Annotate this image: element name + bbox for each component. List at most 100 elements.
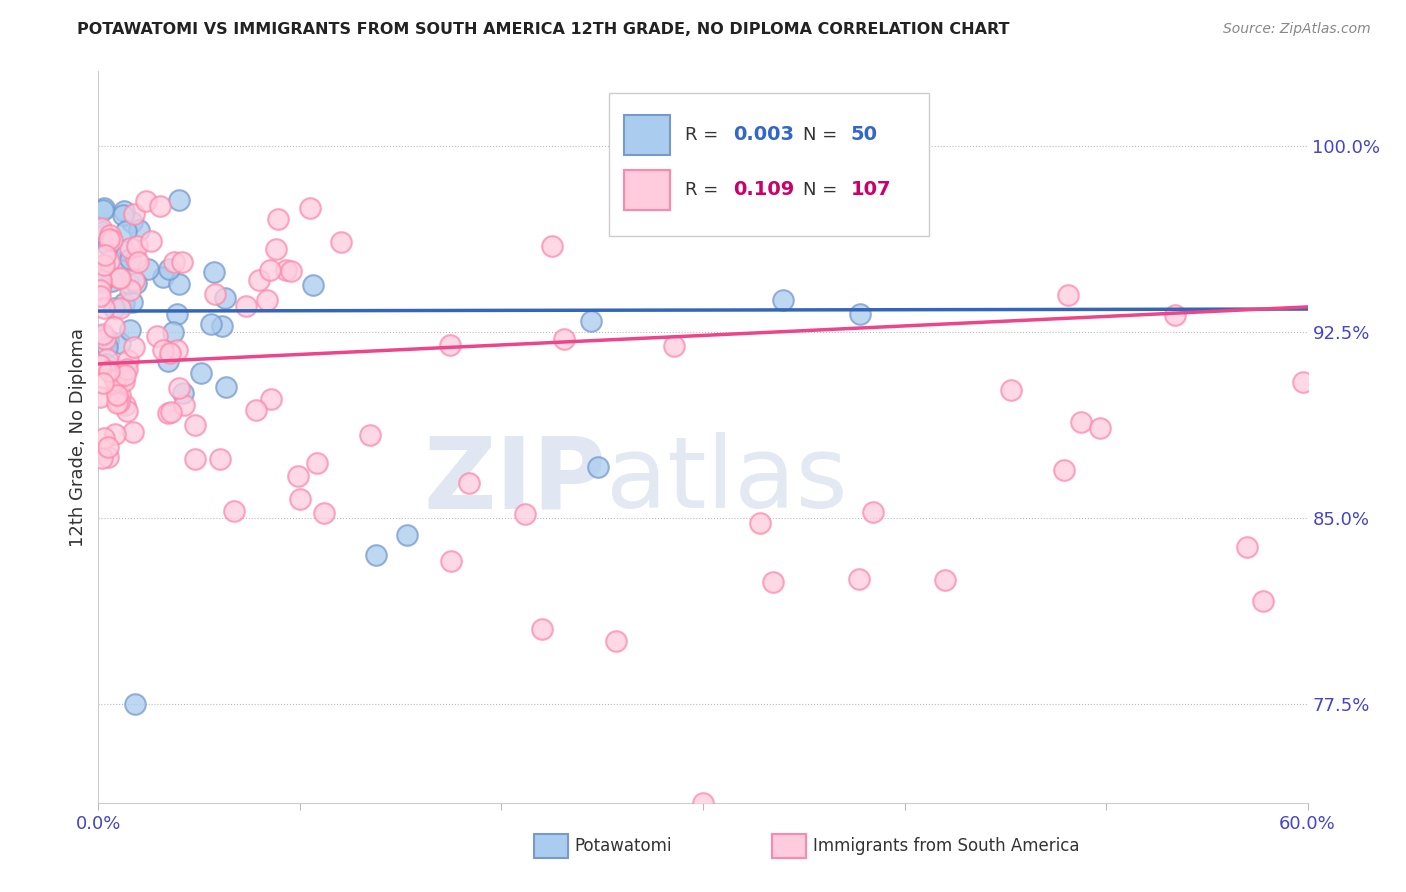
Point bbox=[364, 548, 387, 562]
Point bbox=[149, 199, 172, 213]
Point bbox=[605, 634, 627, 648]
Text: N =: N = bbox=[803, 181, 844, 199]
Point bbox=[90, 221, 112, 235]
Point bbox=[118, 283, 141, 297]
Point bbox=[93, 431, 115, 445]
Point bbox=[211, 319, 233, 334]
Point bbox=[105, 384, 128, 398]
Point bbox=[259, 392, 281, 407]
Point bbox=[1236, 541, 1258, 555]
Point bbox=[209, 451, 232, 466]
Point bbox=[117, 353, 139, 368]
Point bbox=[152, 269, 174, 284]
Point bbox=[540, 238, 562, 252]
Point bbox=[440, 553, 463, 567]
Point bbox=[110, 335, 132, 350]
Point bbox=[157, 405, 180, 419]
Point bbox=[396, 528, 419, 542]
Point bbox=[134, 194, 156, 209]
Point bbox=[184, 452, 207, 467]
Point bbox=[112, 374, 135, 388]
Point bbox=[235, 299, 257, 313]
Point bbox=[305, 456, 328, 470]
Point bbox=[96, 340, 118, 354]
Point bbox=[173, 398, 195, 412]
Point bbox=[167, 277, 190, 291]
Point bbox=[114, 224, 136, 238]
Point bbox=[104, 373, 127, 387]
Point bbox=[215, 380, 238, 394]
Point bbox=[110, 270, 132, 285]
Point bbox=[101, 233, 124, 247]
Point bbox=[101, 275, 124, 289]
FancyBboxPatch shape bbox=[534, 834, 568, 858]
Point bbox=[91, 203, 114, 218]
Point bbox=[167, 381, 190, 395]
Point bbox=[439, 338, 461, 352]
Point bbox=[94, 332, 117, 346]
Point bbox=[94, 248, 117, 262]
Point bbox=[170, 254, 193, 268]
Point bbox=[222, 504, 245, 518]
Point bbox=[692, 796, 714, 810]
Y-axis label: 12th Grade, No Diploma: 12th Grade, No Diploma bbox=[69, 327, 87, 547]
FancyBboxPatch shape bbox=[624, 170, 671, 211]
Point bbox=[160, 405, 183, 419]
Point bbox=[112, 208, 135, 222]
Point bbox=[90, 276, 112, 290]
Point bbox=[662, 338, 685, 352]
Point bbox=[90, 451, 112, 466]
Text: R =: R = bbox=[685, 126, 724, 144]
Text: 50: 50 bbox=[851, 126, 877, 145]
Point bbox=[302, 277, 325, 292]
Point bbox=[190, 367, 212, 381]
Point bbox=[1251, 594, 1274, 608]
Point bbox=[287, 468, 309, 483]
Point bbox=[121, 295, 143, 310]
Point bbox=[125, 276, 148, 290]
Point bbox=[772, 293, 794, 307]
Point bbox=[122, 425, 145, 439]
Point bbox=[172, 385, 194, 400]
Point bbox=[146, 329, 169, 343]
Point bbox=[91, 225, 114, 239]
Point bbox=[166, 343, 188, 358]
Point bbox=[848, 572, 870, 586]
Point bbox=[267, 212, 290, 227]
Point bbox=[136, 262, 159, 277]
Point bbox=[749, 516, 772, 531]
Point bbox=[97, 232, 120, 246]
Point bbox=[97, 238, 120, 252]
Point bbox=[141, 234, 163, 248]
Point bbox=[118, 276, 141, 290]
Text: Source: ZipAtlas.com: Source: ZipAtlas.com bbox=[1223, 22, 1371, 37]
Point bbox=[94, 357, 117, 371]
Point bbox=[96, 352, 118, 367]
Point bbox=[108, 388, 131, 402]
Point bbox=[167, 193, 190, 207]
Point bbox=[288, 491, 311, 506]
Text: Potawatomi: Potawatomi bbox=[575, 837, 672, 855]
Text: R =: R = bbox=[685, 181, 724, 199]
Point bbox=[93, 201, 115, 215]
Point bbox=[1070, 415, 1092, 429]
Point bbox=[162, 325, 184, 339]
Point bbox=[124, 697, 146, 711]
Point bbox=[103, 320, 125, 334]
Point bbox=[107, 256, 129, 270]
Point bbox=[115, 361, 138, 376]
Point bbox=[1090, 420, 1112, 434]
Point bbox=[359, 428, 381, 442]
Point bbox=[103, 301, 125, 315]
Text: POTAWATOMI VS IMMIGRANTS FROM SOUTH AMERICA 12TH GRADE, NO DIPLOMA CORRELATION C: POTAWATOMI VS IMMIGRANTS FROM SOUTH AMER… bbox=[77, 22, 1010, 37]
Point bbox=[90, 273, 112, 287]
Point bbox=[97, 364, 120, 378]
Point bbox=[107, 271, 129, 285]
Point bbox=[93, 301, 115, 315]
Point bbox=[125, 238, 148, 252]
Text: atlas: atlas bbox=[606, 433, 848, 530]
Point bbox=[530, 622, 553, 636]
Point bbox=[107, 395, 129, 409]
Point bbox=[97, 450, 120, 465]
Point bbox=[245, 403, 267, 417]
